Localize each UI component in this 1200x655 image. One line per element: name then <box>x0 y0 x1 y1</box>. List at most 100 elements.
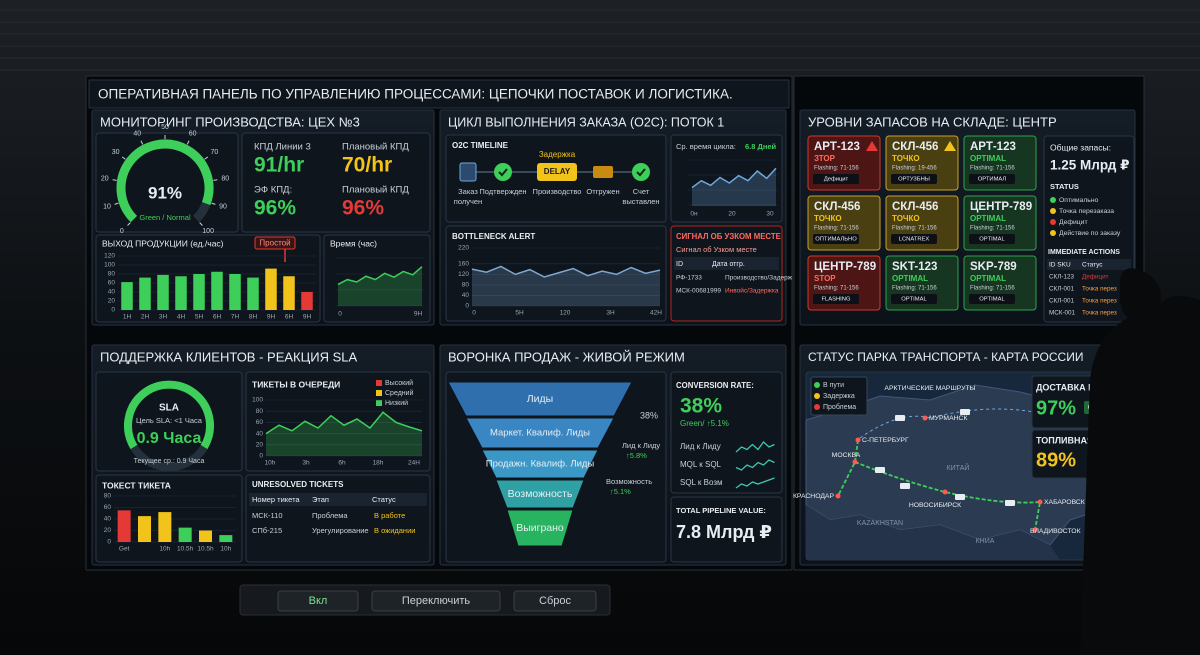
y-tick-label: 40 <box>104 516 112 523</box>
x-tick-label: 9H <box>414 311 423 318</box>
funnel-stage <box>495 479 585 509</box>
tile-note: Flashing: 19-456 <box>892 166 937 172</box>
control-button[interactable] <box>277 590 359 612</box>
gauge-value: 91% <box>148 183 182 202</box>
x-tick-label: 5H <box>195 314 204 321</box>
y-tick-label: 80 <box>462 282 470 289</box>
x-tick-label: 42Н <box>650 310 662 317</box>
legend-label: Действие по заказу <box>1059 229 1121 237</box>
delay-text: DELAY <box>544 167 571 176</box>
tile-badge <box>969 174 1015 184</box>
bar <box>283 276 295 310</box>
delay-badge <box>537 163 577 181</box>
control-label[interactable]: Вкл <box>309 595 328 607</box>
table-cell: МСК-001 <box>1049 310 1076 317</box>
tile-note: Flashing: 71-156 <box>970 166 1015 172</box>
gauge-arc <box>116 139 214 223</box>
check <box>498 168 508 177</box>
control-label[interactable]: Переключить <box>402 595 471 607</box>
table-cell: Точка перез <box>1082 310 1117 317</box>
y-tick-label: 60 <box>108 280 116 287</box>
kpi-label: Плановый КПД <box>342 185 409 196</box>
tile-badge <box>969 234 1015 244</box>
dashboard-title: ОПЕРАТИВНАЯ ПАНЕЛЬ ПО УПРАВЛЕНИЮ ПРОЦЕСС… <box>98 87 733 102</box>
table-cell: МСК-00681999 <box>676 288 721 295</box>
signal-subtitle: Сигнал об Узком месте <box>676 245 757 254</box>
control-label[interactable]: Сброс <box>539 595 571 607</box>
area <box>692 168 776 206</box>
line <box>691 167 777 189</box>
table-header <box>1047 259 1131 270</box>
tile-badge <box>891 234 937 244</box>
gauge-tick-label: 0 <box>120 228 124 235</box>
gauge-tick-label: 30 <box>112 149 120 156</box>
x-tick-label: 10.5h <box>197 546 214 553</box>
y-tick-label: 100 <box>252 397 263 404</box>
kpi-label: ТОПЛИВНАЯ ЭФФ <box>1036 435 1118 445</box>
conversion-value: 38% <box>680 395 722 418</box>
bar <box>175 276 187 310</box>
control-button[interactable] <box>513 590 597 612</box>
table-cell: Дефицит <box>1082 274 1109 281</box>
table-title: UNRESOLVED TICKETS <box>252 480 344 489</box>
sub-panel <box>670 371 783 494</box>
x-tick-label: 10h <box>265 460 276 467</box>
gauge-tick-label: 10 <box>103 204 111 211</box>
tile-note: Flashing: 71-156 <box>814 166 859 172</box>
x-tick-label: 6H <box>285 314 294 321</box>
legend-label: Оптимально <box>1059 197 1099 204</box>
sla-ring <box>124 380 214 450</box>
funnel-label: Выиграно <box>516 522 564 534</box>
y-tick-label: 100 <box>104 262 115 269</box>
warning-icon <box>866 141 878 151</box>
tile-badge-text: OPTIMAL <box>979 297 1005 303</box>
city-dot <box>835 493 841 499</box>
step-label: Подтвержден <box>479 187 526 196</box>
gauge-tick <box>140 140 144 145</box>
legend-label: Средний <box>385 389 414 397</box>
funnel-stage <box>506 509 574 547</box>
x-tick-label: 3h <box>302 460 310 467</box>
signal-title: СИГНАЛ ОБ УЗКОМ МЕСТЕ <box>676 232 781 241</box>
bar <box>193 274 205 310</box>
pipeline-value: 7.8 Млрд ₽ <box>676 522 772 542</box>
tile-note: Flashing: 71-156 <box>814 226 859 232</box>
actions-title: IMMEDIATE ACTIONS <box>1048 249 1120 256</box>
step-label: выставлен <box>622 197 659 206</box>
spark-label: MQL к SQL <box>680 460 722 469</box>
doc-icon <box>459 162 477 182</box>
x-tick-label: 9H <box>267 314 276 321</box>
y-tick-label: 40 <box>108 289 116 296</box>
y-tick-label: 120 <box>104 253 115 260</box>
gauge-tick <box>213 179 218 181</box>
legend-dot <box>814 404 820 410</box>
sub-panel <box>95 234 321 323</box>
chart-title: Время (час) <box>330 238 377 248</box>
conversion-title: CONVERSION RATE: <box>676 381 754 390</box>
control-button[interactable] <box>371 590 501 612</box>
table-header-cell: Статус <box>372 495 396 504</box>
map-label: ВЛАДИВОСТОК <box>1030 528 1081 535</box>
x-tick-label: 10h <box>220 546 231 553</box>
legend-label: Высокий <box>385 379 413 387</box>
map-label: НОВОСИБИРСК <box>909 502 961 509</box>
tile-state: OPTIMAL <box>970 274 1006 283</box>
y-tick-label: 0 <box>259 453 263 460</box>
x-tick-label: 1H <box>123 314 132 321</box>
gauge-tick-label: 60 <box>189 130 197 137</box>
funnel-label: Продажн. Квалиф. Лиды <box>486 459 595 470</box>
bar <box>139 277 151 310</box>
tile-badge-text: ОРТИМАЛ <box>978 177 1007 183</box>
sub-panel <box>670 225 783 322</box>
sparkline <box>735 477 775 489</box>
tile-code: СКЛ-456 <box>892 201 938 213</box>
map-label: КИТАЙ <box>947 463 970 472</box>
panel-title: УРОВНИ ЗАПАСОВ НА СКЛАДЕ: ЦЕНТР <box>808 114 1057 129</box>
y-tick-label: 60 <box>104 504 112 511</box>
sub-panel <box>241 132 431 233</box>
truck-icon <box>593 166 613 178</box>
kpi-label: ДОСТАВКА В СРОК <box>1036 382 1122 392</box>
tile-code: АРТ-123 <box>970 141 1016 153</box>
map-label: КНИА <box>976 538 995 545</box>
